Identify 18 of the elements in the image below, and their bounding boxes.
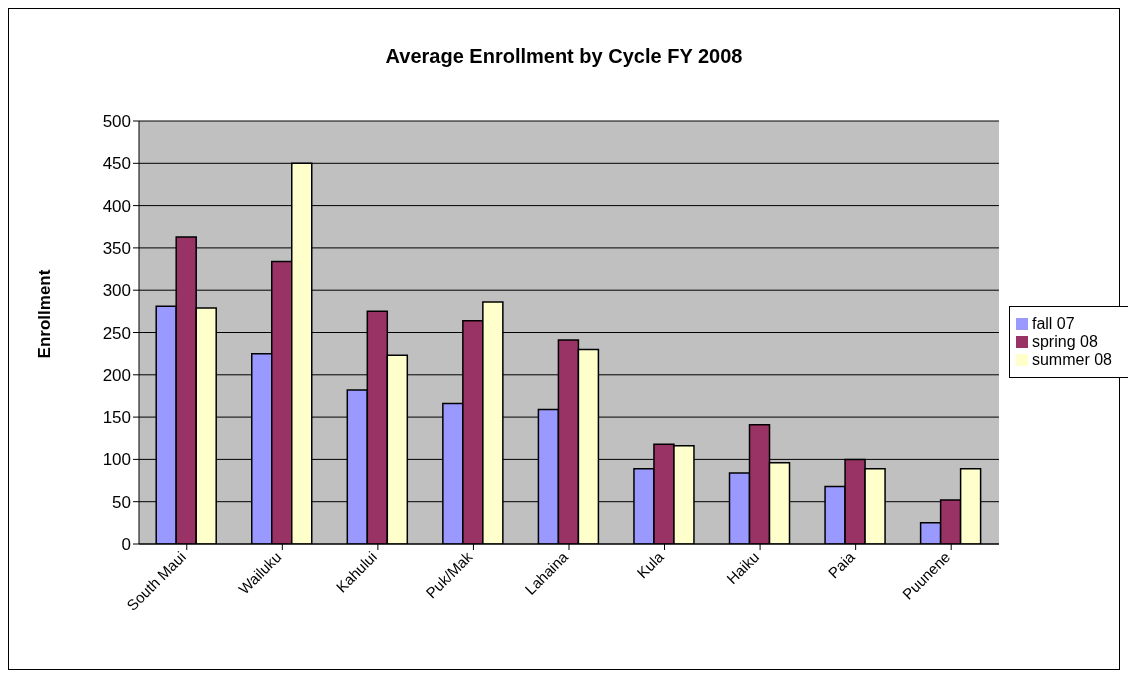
legend-label: spring 08 [1031,332,1098,350]
y-tick-label: 250 [102,323,131,343]
legend-label: summer 08 [1031,350,1112,368]
y-tick-label: 400 [102,196,131,216]
y-tick-label: 300 [102,281,131,301]
y-tick-label: 50 [112,492,131,512]
y-tick-label: 150 [102,408,131,428]
chart-title: Average Enrollment by Cycle FY 2008 [384,45,744,68]
y-tick-label: 100 [102,450,131,470]
x-tick-label: Kula [633,547,668,582]
y-axis-title: Enrollment [35,269,55,359]
y-tick-label: 500 [102,112,131,132]
y-tick-label: 350 [102,238,131,258]
y-tick-label: 200 [102,365,131,385]
x-tick-label: Paia [824,547,859,582]
y-tick-label: 0 [121,535,131,555]
legend-label: fall 07 [1031,314,1075,332]
y-tick-label: 450 [102,154,131,174]
